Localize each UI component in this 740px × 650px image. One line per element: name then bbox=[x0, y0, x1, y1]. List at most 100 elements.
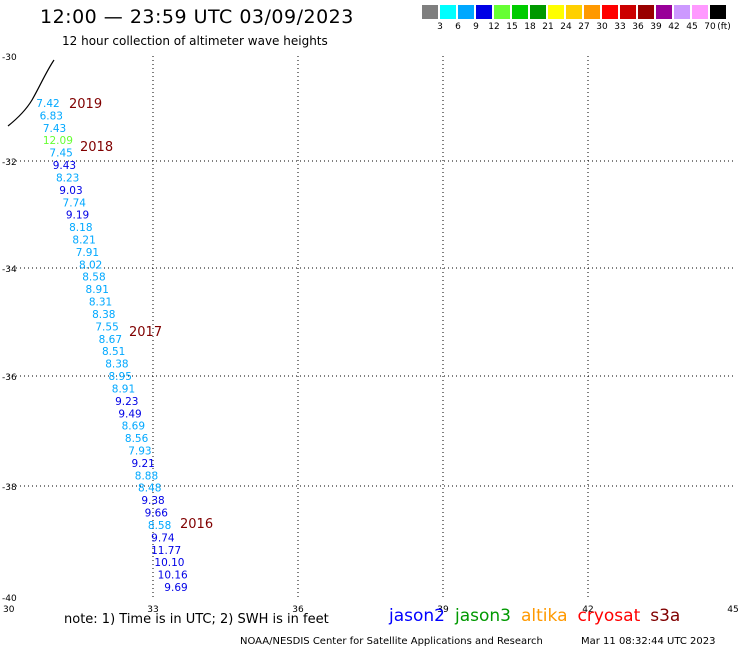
wave-height-label: 7.74 bbox=[63, 197, 87, 209]
satellite-name: cryosat bbox=[577, 606, 641, 626]
wave-height-label: 8.88 bbox=[135, 470, 158, 482]
legend-swatch bbox=[422, 5, 438, 19]
legend-label: 70 bbox=[704, 22, 716, 32]
satellite-legend: jason2 jason3 altika cryosat s3a bbox=[389, 606, 690, 626]
timestamp: Mar 11 08:32:44 UTC 2023 bbox=[581, 636, 716, 647]
legend-label: 30 bbox=[596, 22, 608, 32]
satellite-name: altika bbox=[521, 606, 568, 626]
x-tick-label: 42 bbox=[582, 605, 593, 615]
year-label: 2018 bbox=[80, 140, 113, 155]
y-tick-label: -34 bbox=[2, 265, 17, 275]
legend-swatch bbox=[674, 5, 690, 19]
wave-height-label: 10.10 bbox=[154, 557, 184, 569]
wave-height-label: 8.38 bbox=[105, 359, 128, 371]
legend-swatch bbox=[692, 5, 708, 19]
wave-height-label: 9.74 bbox=[151, 532, 175, 544]
legend-label: 15 bbox=[506, 22, 518, 32]
legend-label: 21 bbox=[542, 22, 554, 32]
legend-label: 27 bbox=[578, 22, 590, 32]
legend-label: 3 bbox=[437, 22, 443, 32]
legend-swatch bbox=[458, 5, 474, 19]
legend-swatch bbox=[530, 5, 546, 19]
year-label: 2016 bbox=[180, 517, 213, 532]
y-tick-label: -32 bbox=[2, 158, 17, 168]
wave-height-label: 7.42 bbox=[36, 98, 59, 110]
wave-height-label: 9.23 bbox=[115, 396, 138, 408]
y-tick-label: -40 bbox=[2, 594, 17, 604]
wave-height-label: 8.38 bbox=[92, 309, 115, 321]
wave-height-label: 9.21 bbox=[131, 458, 154, 470]
wave-height-label: 8.31 bbox=[89, 297, 112, 309]
legend-swatch bbox=[656, 5, 672, 19]
wave-height-label: 8.58 bbox=[82, 272, 105, 284]
legend-swatch bbox=[512, 5, 528, 19]
y-tick-label: -36 bbox=[2, 373, 17, 383]
wave-height-label: 9.66 bbox=[145, 508, 169, 520]
wave-height-label: 7.55 bbox=[95, 321, 118, 333]
x-tick-label: 33 bbox=[147, 605, 158, 615]
wave-height-label: 9.43 bbox=[53, 160, 76, 172]
footnote: note: 1) Time is in UTC; 2) SWH is in fe… bbox=[64, 612, 329, 627]
legend-swatch bbox=[476, 5, 492, 19]
wave-height-label: 8.02 bbox=[79, 259, 102, 271]
legend-label: 6 bbox=[455, 22, 461, 32]
legend-unit: (ft) bbox=[717, 22, 731, 32]
legend-swatch bbox=[710, 5, 726, 19]
y-tick-label: -30 bbox=[2, 53, 17, 63]
legend-swatch bbox=[566, 5, 582, 19]
page-subtitle: 12 hour collection of altimeter wave hei… bbox=[62, 34, 328, 48]
wave-height-label: 9.69 bbox=[164, 582, 187, 594]
x-tick-label: 39 bbox=[437, 605, 449, 615]
wave-height-track: 7.426.837.4312.097.459.438.239.037.749.1… bbox=[36, 98, 188, 594]
wave-height-label: 7.93 bbox=[128, 445, 151, 457]
coastline bbox=[7, 59, 55, 127]
wave-height-label: 7.45 bbox=[49, 148, 72, 160]
x-tick-label: 30 bbox=[3, 605, 15, 615]
legend-label: 12 bbox=[488, 22, 500, 32]
wave-height-label: 8.58 bbox=[148, 520, 171, 532]
wave-height-label: 8.91 bbox=[86, 284, 109, 296]
wave-height-label: 9.03 bbox=[59, 185, 82, 197]
wave-height-label: 8.48 bbox=[138, 483, 161, 495]
x-tick-label: 36 bbox=[292, 605, 304, 615]
wave-height-label: 9.19 bbox=[66, 210, 89, 222]
x-tick-label: 45 bbox=[727, 605, 738, 615]
legend-swatch bbox=[440, 5, 456, 19]
wave-height-label: 7.91 bbox=[76, 247, 99, 259]
coastline-path bbox=[7, 59, 55, 127]
legend-label: 36 bbox=[632, 22, 644, 32]
legend-label: 9 bbox=[473, 22, 479, 32]
year-labels: 2019 2018 2017 2016 bbox=[69, 97, 213, 532]
wave-height-label: 6.83 bbox=[40, 110, 63, 122]
wave-height-label: 12.09 bbox=[43, 135, 73, 147]
legend-swatch bbox=[620, 5, 636, 19]
legend-swatch bbox=[584, 5, 600, 19]
wave-height-label: 9.38 bbox=[141, 495, 164, 507]
wave-height-label: 8.23 bbox=[56, 172, 79, 184]
legend-swatch bbox=[494, 5, 510, 19]
wave-height-label: 7.43 bbox=[43, 123, 66, 135]
y-tick-label: -38 bbox=[2, 483, 17, 493]
wave-height-label: 8.51 bbox=[102, 346, 125, 358]
legend-swatch bbox=[638, 5, 654, 19]
satellite-name: s3a bbox=[650, 606, 681, 626]
legend-label: 24 bbox=[560, 22, 572, 32]
wave-height-label: 8.18 bbox=[69, 222, 92, 234]
legend-label: 45 bbox=[686, 22, 698, 32]
wave-height-label: 8.21 bbox=[72, 235, 95, 247]
year-label: 2017 bbox=[129, 325, 162, 340]
legend-label: 33 bbox=[614, 22, 626, 32]
legend-label: 18 bbox=[524, 22, 536, 32]
color-legend: 3 6 9 12 15 18 21 24 27 30 33 36 39 42 45 70 (ft) bbox=[422, 5, 731, 35]
satellite-name: jason3 bbox=[455, 606, 511, 626]
legend-swatch bbox=[548, 5, 564, 19]
wave-height-label: 8.91 bbox=[112, 383, 135, 395]
wave-height-label: 9.49 bbox=[118, 408, 141, 420]
legend-swatch bbox=[602, 5, 618, 19]
wave-height-label: 11.77 bbox=[151, 545, 181, 557]
wave-height-label: 8.67 bbox=[99, 334, 122, 346]
credit-line: NOAA/NESDIS Center for Satellite Applica… bbox=[240, 636, 543, 647]
year-label: 2019 bbox=[69, 97, 102, 112]
